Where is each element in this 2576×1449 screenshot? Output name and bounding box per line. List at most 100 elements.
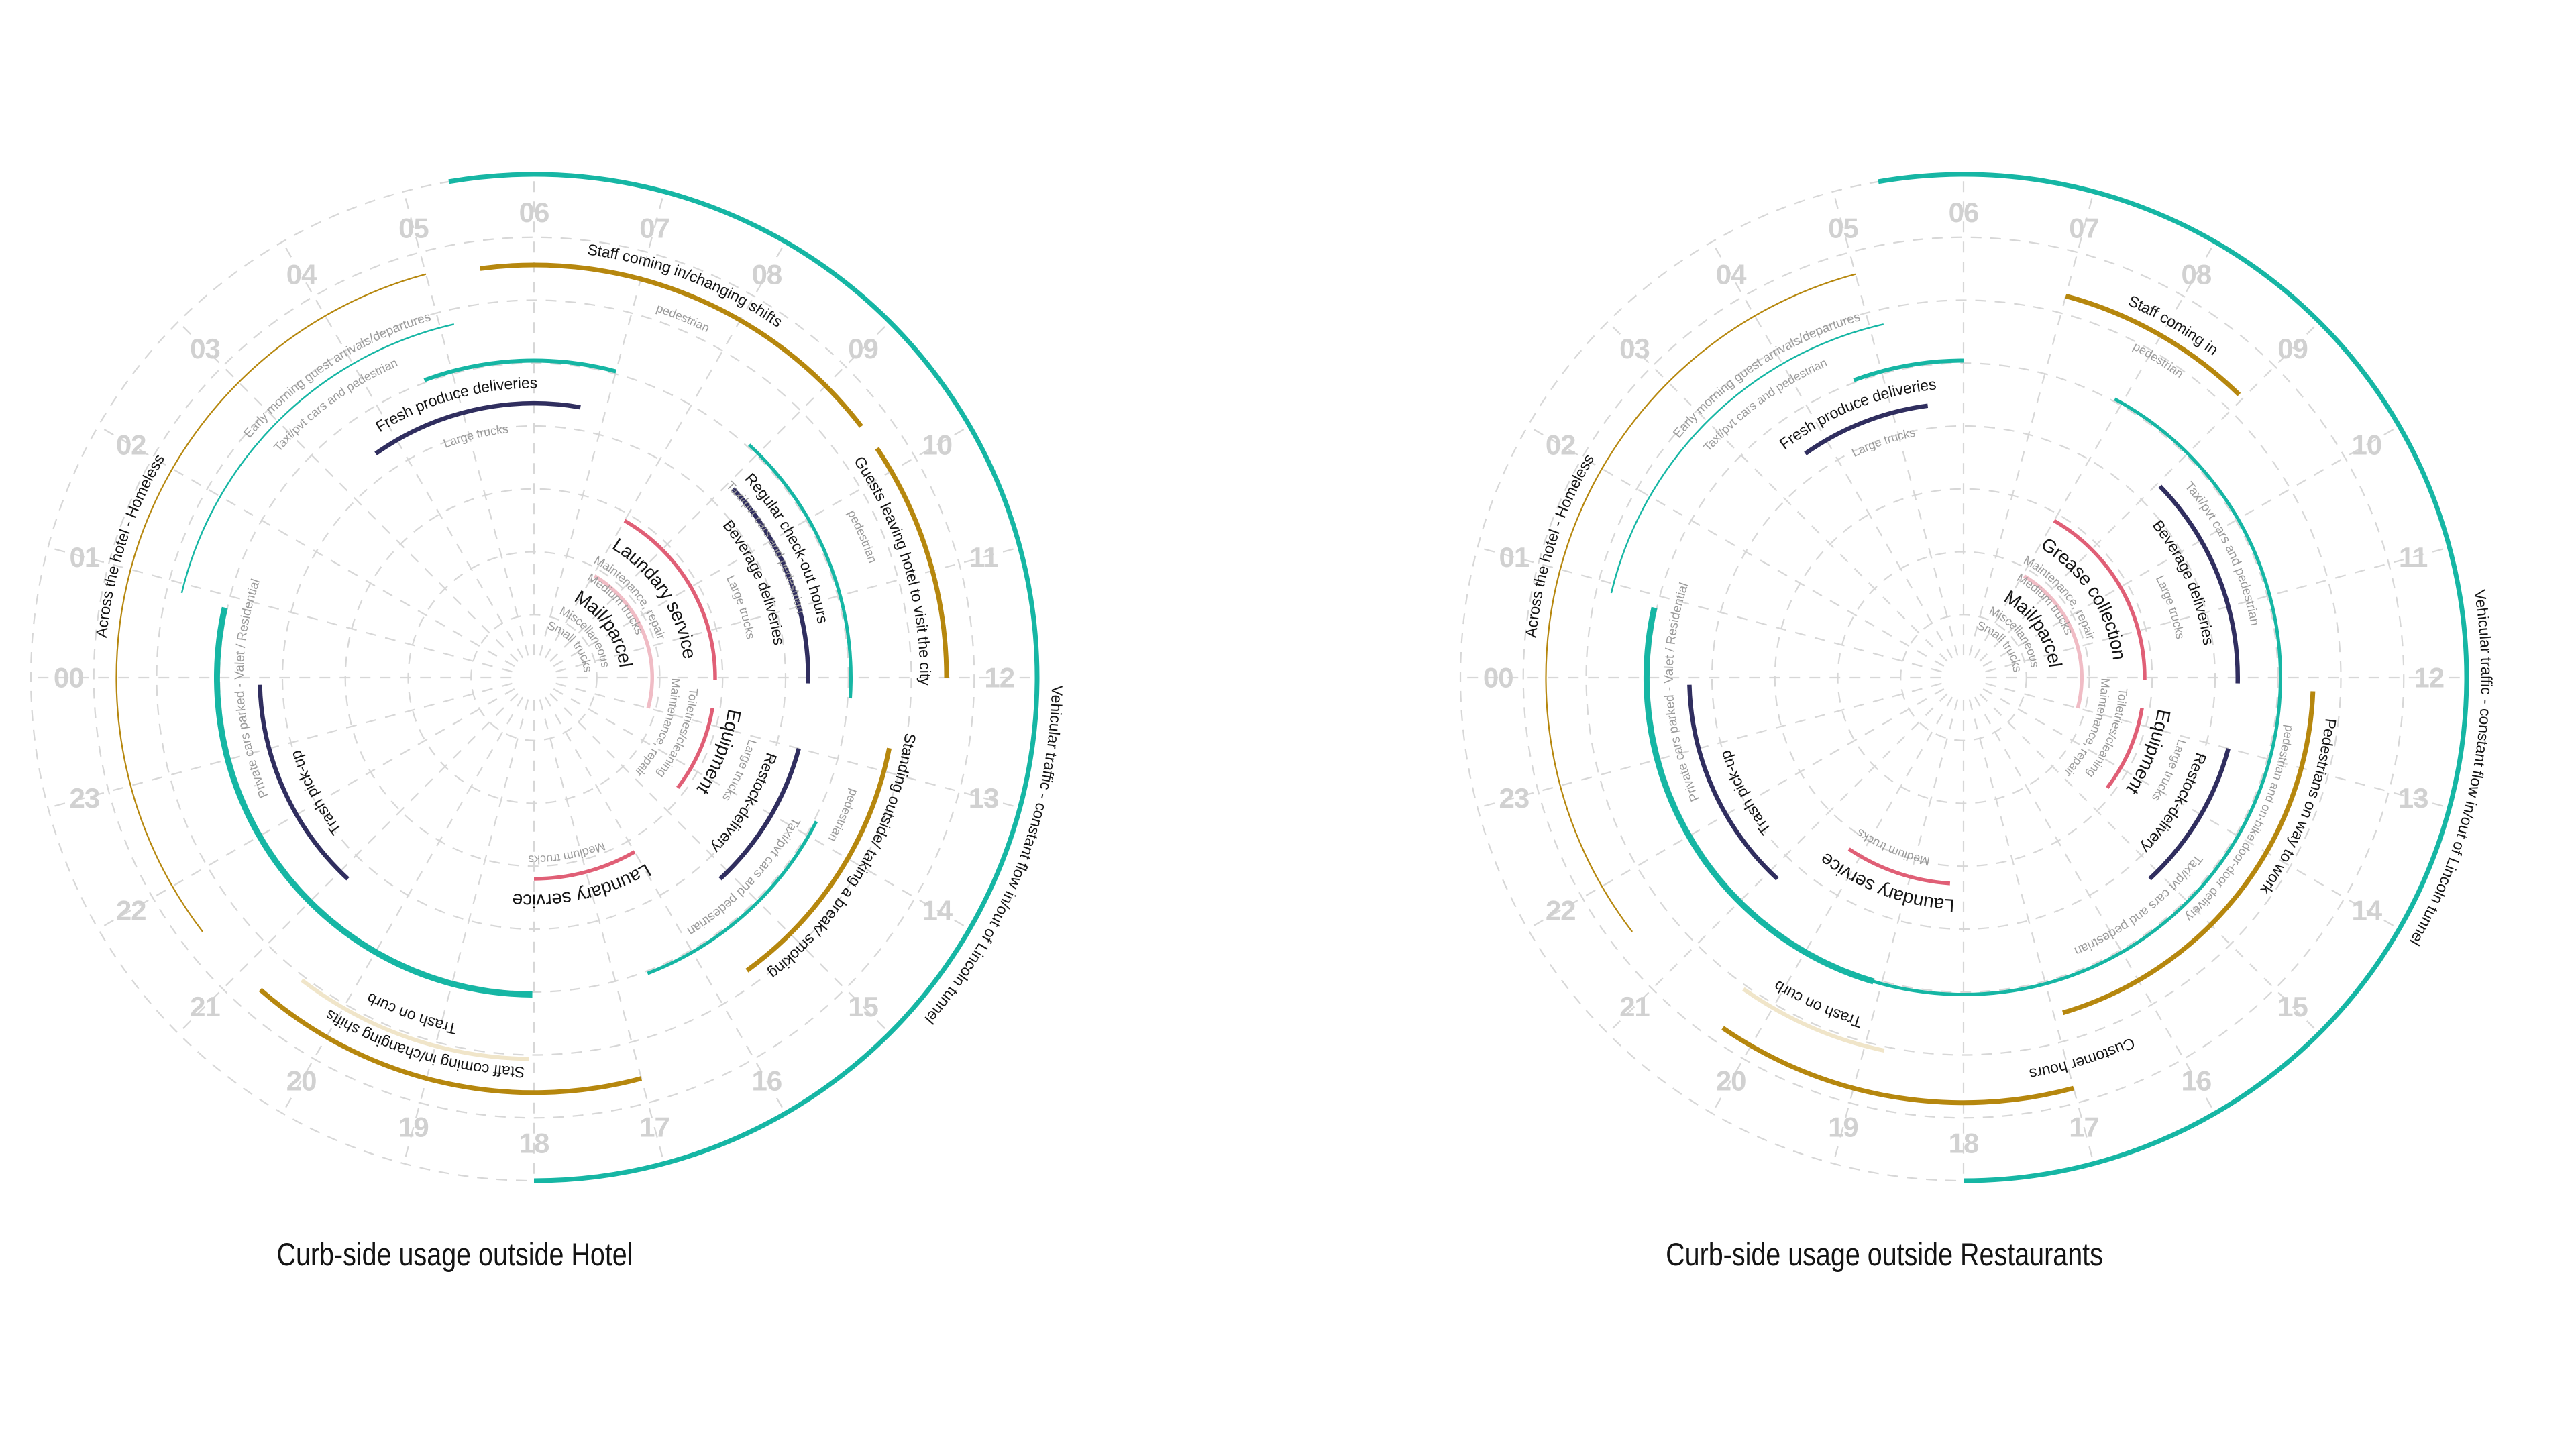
restaurants-arc-taxi-all-day [1841,397,2282,996]
restaurants-arc-grease-collection [2053,519,2147,680]
restaurants-label-laundary-service-pm-1: Medium trucks [1854,826,1931,869]
hour-15: 15 [2277,991,2308,1022]
hotel-chart: 00 01 02 03 04 05 06 07 08 09 10 11 12 13 14 15 16 17 18 19… [30,172,1066,1183]
hour-08: 08 [752,259,782,290]
hour-19: 19 [1828,1112,1858,1143]
hotel-arc-private-cars-parked [214,606,533,998]
hotel-label-staff-coming-in-morning-1: pedestrian [655,301,712,335]
restaurants-arc-teal-early-short [1853,358,1964,382]
hotel-grid [30,173,1038,1182]
hotel-arc-standing-outside [745,747,892,973]
hour-01: 01 [70,541,100,573]
grid-hour-line [555,682,1020,809]
hour-16: 16 [752,1065,782,1096]
hotel-label-standing-outside-1: pedestrian [826,787,861,844]
hour-09: 09 [2277,333,2308,364]
hour-17: 17 [2069,1112,2099,1143]
hour-11: 11 [2399,541,2428,573]
hotel-label-taxi-afternoon-0: Taxi/pvt cars and pedestrian [685,815,803,938]
restaurants-label-trash-pick-up-0: Trash pick-up [1716,749,1774,839]
restaurants-label-private-cars-parked-0: Private cars parked - Valet / Residentia… [1662,581,1703,804]
hotel-arc-mail-parcel [593,574,654,709]
grid-hour-line [1711,241,1953,659]
hotel-label-guests-leaving-0: Guests leaving hotel to visit the city [851,453,934,686]
restaurants-arc-private-cars-parked [1644,606,1875,985]
hotel-arc-laundary-service-pm [533,850,636,881]
hour-03: 03 [190,333,220,364]
hour-02: 02 [1546,429,1576,461]
hotel-arcs [115,172,1040,1183]
restaurants-label-customer-hours-0: Customer hours [2028,1034,2137,1083]
hour-18: 18 [1949,1127,1979,1159]
grid-circle [156,299,912,1056]
hotel-arc-early-morning-arrivals [180,323,455,594]
hour-15: 15 [848,991,878,1022]
restaurants-label-homeless-0: Across the hotel - Homeless [1522,451,1597,638]
restaurants-arc-labels: Vehicular traffic - constant flow in/out… [1522,292,2496,1083]
grid-hour-line [282,241,524,659]
hour-10: 10 [922,429,952,461]
hour-21: 21 [190,991,220,1022]
hour-02: 02 [116,429,146,461]
hotel-label-early-morning-arrivals-1: Taxi/pvt cars and pedestrian [271,356,400,454]
hotel-arc-teal-early-short [423,358,617,382]
hour-07: 07 [639,212,669,244]
hour-11: 11 [969,541,998,573]
grid-hour-line [1985,682,2450,809]
chart-title-hotel: Curb-side usage outside Hotel [276,1236,633,1272]
hour-17: 17 [639,1112,669,1143]
hotel-arc-trash-pick-up [258,684,350,881]
hour-13: 13 [2398,782,2428,814]
hour-06: 06 [519,197,549,228]
restaurants-arc-vehicular-traffic [1878,172,2469,1183]
restaurants-hour-labels: 00 01 02 03 04 05 06 07 08 09 10 11 12 13 14 15 16 17 18 19… [1483,197,2445,1159]
hour-16: 16 [2182,1065,2212,1096]
restaurants-arc-pedestrians-to-work [2062,691,2316,1016]
restaurants-arc-homeless [1545,273,1856,932]
hotel-arc-guests-leaving [875,447,949,678]
hotel-label-private-cars-parked-0: Private cars parked - Valet / Residentia… [233,577,272,800]
hotel-label-laundary-service-pm-0: Laundary service [511,860,654,912]
hotel-arc-vehicular-traffic [448,172,1040,1183]
restaurants-label-early-morning-arrivals-1: Taxi/pvt cars and pedestrian [1701,356,1829,454]
restaurants-label-beverage-deliveries-1: Large trucks [2153,573,2187,640]
hotel-arc-regular-checkout [748,443,853,699]
hotel-arc-laundary-service-am [623,519,717,680]
grid-hour-line [1832,191,1959,656]
hour-14: 14 [922,894,953,926]
hotel-label-trash-pick-up-0: Trash pick-up [286,749,345,839]
hotel-label-standing-outside-0: Standing outside/ taking a break/ smokin… [765,732,920,983]
hotel-arc-fresh-produce [374,401,581,455]
hour-19: 19 [398,1112,429,1143]
hotel-label-regular-checkout-0: Regular check-out hours [741,470,832,625]
hour-09: 09 [848,333,878,364]
hour-03: 03 [1619,333,1650,364]
hotel-arc-equipment [676,708,714,790]
hour-12: 12 [984,662,1014,694]
grid-hour-line [177,321,519,662]
hotel-label-fresh-produce-1: Large trucks [441,422,509,450]
grid-hour-line [1832,699,1959,1164]
restaurants-label-fresh-produce-1: Large trucks [1849,425,1917,460]
hotel-arc-restock-delivery [718,747,801,881]
hotel-arc-taxi-afternoon [647,820,818,975]
restaurants-arc-beverage-deliveries [2158,484,2240,684]
restaurants-arc-trash-on-curb [1742,987,1885,1053]
hour-12: 12 [2414,662,2444,694]
hotel-arc-staff-coming-in-evening [258,987,643,1095]
restaurants-label-trash-on-curb-0: Trash on curb [1771,977,1864,1032]
hotel-hour-labels: 00 01 02 03 04 05 06 07 08 09 10 11 12 13 14 15 16 17 18 19… [54,197,1015,1159]
hotel-arc-staff-coming-in-morning [480,262,863,428]
hour-14: 14 [2351,894,2382,926]
restaurants-arc-early-morning-arrivals [1610,323,1884,594]
grid-circle [1585,299,2342,1056]
restaurants-label-fresh-produce-0: Fresh produce deliveries [1776,375,1937,452]
chart-title-restaurants: Curb-side usage outside Restaurants [1666,1236,2103,1272]
hour-04: 04 [1716,259,1747,290]
hour-04: 04 [286,259,317,290]
hour-20: 20 [1716,1065,1746,1096]
hour-07: 07 [2069,212,2099,244]
hour-05: 05 [398,212,429,244]
restaurants-arc-customer-hours [1721,1026,2074,1106]
